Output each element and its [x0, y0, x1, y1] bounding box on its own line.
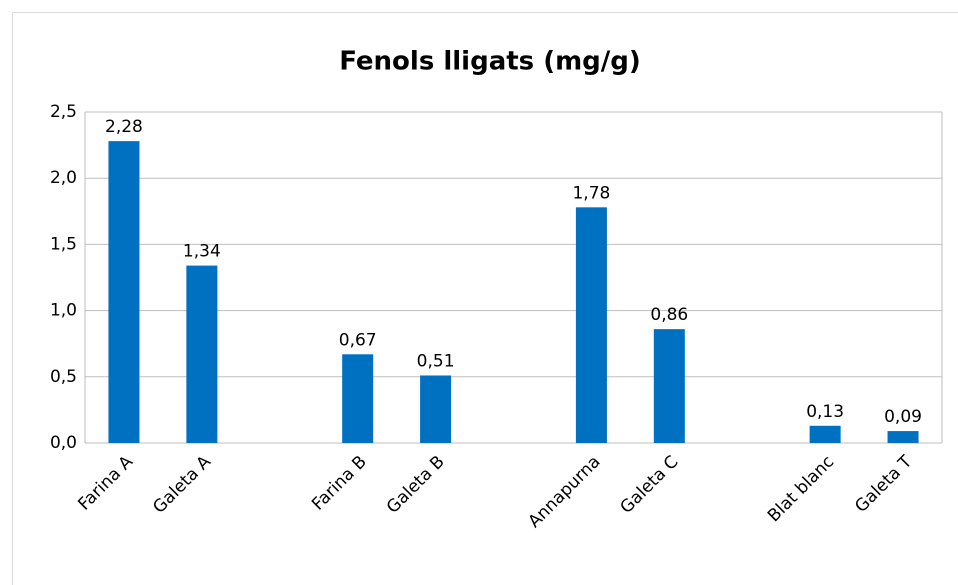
y-tick-label: 1,5	[50, 234, 77, 254]
y-tick-label: 0,5	[50, 367, 77, 387]
bar	[186, 265, 218, 443]
data-label: 0,51	[417, 351, 455, 371]
bar	[108, 141, 140, 444]
bar	[342, 354, 374, 443]
bar	[420, 375, 452, 443]
bar	[887, 431, 919, 443]
data-label: 1,78	[572, 183, 610, 203]
y-tick-label: 2,5	[50, 102, 77, 122]
y-tick-label: 0,0	[50, 433, 77, 453]
data-label: 2,28	[105, 117, 143, 137]
y-tick-label: 2,0	[50, 168, 77, 188]
data-label: 0,86	[650, 305, 688, 325]
bar	[809, 425, 841, 443]
y-tick-label: 1,0	[50, 301, 77, 321]
data-label: 0,09	[884, 407, 922, 427]
bar	[653, 329, 685, 443]
chart-title: Fenols lligats (mg/g)	[339, 47, 641, 77]
data-label: 1,34	[183, 242, 221, 262]
data-label: 0,67	[339, 330, 377, 350]
chart-frame	[12, 12, 958, 585]
data-label: 0,13	[806, 402, 844, 422]
bar	[575, 207, 607, 443]
